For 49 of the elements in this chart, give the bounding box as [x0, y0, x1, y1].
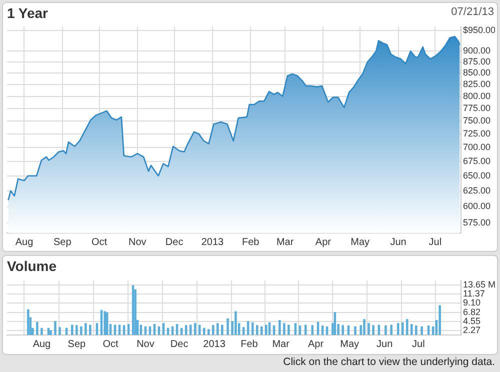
- y-tick-label: 875.00: [463, 56, 491, 66]
- x-tick-label: Dec: [165, 236, 184, 248]
- y-tick-label: 2.27: [463, 324, 481, 335]
- x-tick-label: Jul: [412, 338, 425, 350]
- y-tick-label: 4.55: [463, 316, 481, 326]
- y-tick-label: 675.00: [463, 156, 491, 166]
- text: Click on the chart to view the underlying data.: [283, 356, 495, 368]
- x-tick-label: Oct: [102, 338, 118, 350]
- y-tick-label: 600.00: [463, 201, 491, 212]
- y-tick-label: 11.37: [463, 288, 485, 299]
- x-tick-label: Aug: [15, 236, 34, 248]
- x-tick-label: Jul: [428, 236, 442, 248]
- y-tick-label: 650.00: [463, 170, 491, 180]
- x-tick-label: Aug: [32, 338, 51, 350]
- text: 07/21/13: [451, 6, 494, 18]
- x-tick-label: Jun: [376, 338, 393, 350]
- y-tick-label: 725.00: [463, 128, 491, 138]
- y-tick-label: 13.65 M: [463, 280, 496, 290]
- chart-title: 1 Year: [7, 5, 48, 21]
- y-tick-label: 775.00: [463, 102, 491, 113]
- chart-title: Volume: [7, 258, 57, 274]
- x-tick-label: Feb: [240, 338, 258, 350]
- x-tick-label: Feb: [242, 236, 260, 248]
- x-tick-label: May: [350, 236, 370, 248]
- y-tick-label: 825.00: [463, 78, 491, 89]
- x-tick-label: May: [340, 338, 360, 350]
- y-tick-label: 750.00: [463, 116, 491, 126]
- x-tick-label: Apr: [308, 338, 324, 350]
- y-tick-label: 800.00: [463, 90, 491, 101]
- y-tick-label: 625.00: [463, 185, 491, 196]
- y-tick-label: 575.00: [463, 217, 491, 228]
- x-tick-label: Oct: [91, 236, 108, 248]
- x-tick-label: Dec: [170, 338, 188, 350]
- x-tick-label: Sep: [53, 236, 72, 248]
- x-tick-label: Nov: [128, 236, 146, 248]
- x-tick-label: Sep: [68, 338, 86, 350]
- y-tick-label: 900.00: [463, 46, 491, 56]
- x-tick-label: Mar: [276, 236, 294, 248]
- y-tick-label: 6.82: [463, 306, 481, 317]
- y-tick-label: $950.00: [463, 24, 496, 35]
- x-tick-label: Apr: [315, 236, 332, 248]
- x-tick-label: Jun: [390, 236, 406, 248]
- y-tick-label: 700.00: [463, 142, 491, 152]
- y-tick-label: 9.10: [463, 298, 481, 308]
- y-tick-label: 850.00: [463, 68, 491, 78]
- x-tick-label: Mar: [272, 338, 290, 350]
- x-tick-label: Nov: [136, 338, 154, 350]
- x-tick-label: 2013: [203, 338, 226, 350]
- x-tick-label: 2013: [201, 236, 224, 248]
